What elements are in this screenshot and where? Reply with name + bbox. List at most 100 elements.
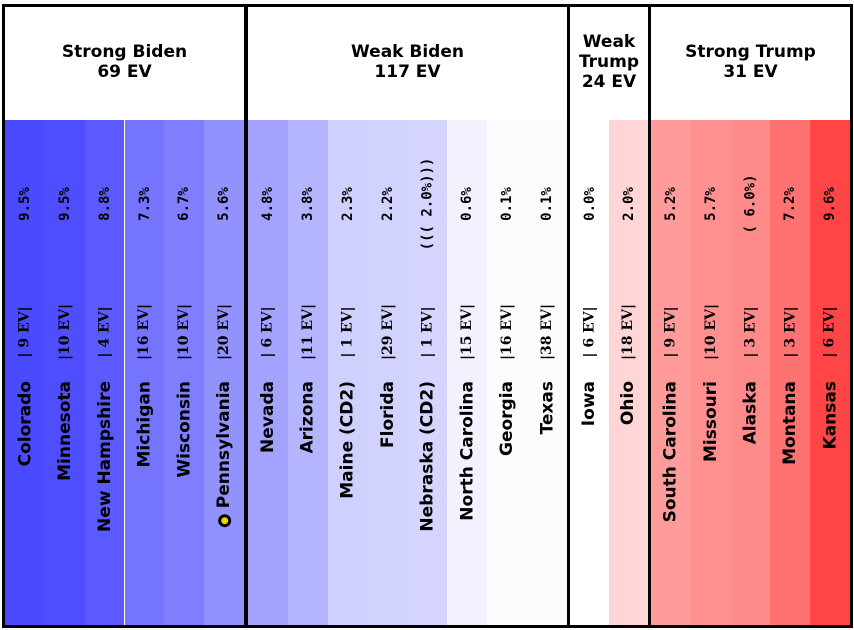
ev-label: | 6 EV|	[259, 306, 276, 358]
state-name-label: Wisconsin	[174, 381, 195, 478]
state-name-label: Georgia	[497, 381, 518, 457]
group-header: Strong Trump 31 EV	[651, 7, 850, 116]
ev-label: | 3 EV|	[742, 306, 759, 358]
ev-label: | 4 EV|	[96, 306, 113, 358]
group-title-line: Trump	[578, 51, 640, 72]
state-name-label: Arizona	[297, 381, 318, 454]
state-column: 5.7% |10 EV| Missouri	[690, 120, 731, 625]
state-column: 0.6% |15 EV| North Carolina	[447, 120, 488, 625]
state-name-label: Minnesota	[54, 381, 75, 481]
state-name-label: Pennsylvania	[214, 381, 235, 528]
state-name-label: Montana	[780, 381, 801, 465]
margin-label: 7.3%	[136, 186, 153, 221]
state-name-label: Texas	[537, 381, 558, 435]
ev-label: | 1 EV|	[339, 306, 356, 358]
ev-label: |15 EV|	[459, 303, 476, 361]
margin-label: 9.5%	[56, 186, 73, 221]
margin-label: 0.1%	[499, 186, 516, 221]
ev-label: |18 EV|	[620, 303, 637, 361]
ev-label: |11 EV|	[299, 303, 316, 361]
ev-label: |10 EV|	[56, 303, 73, 361]
ev-label: |10 EV|	[702, 303, 719, 361]
ev-label: | 9 EV|	[16, 306, 33, 358]
state-column: 9.5% | 9 EV| Colorado	[5, 120, 45, 625]
group-header: Weak Trump 24 EV	[570, 7, 648, 116]
margin-label: 5.7%	[702, 186, 719, 221]
state-column: 6.7% |10 EV| Wisconsin	[164, 120, 205, 625]
state-column: 2.3% | 1 EV| Maine (CD2)	[327, 120, 368, 625]
group-ev-total: 117 EV	[374, 61, 441, 82]
state-column: 0.1% |16 EV| Georgia	[487, 120, 528, 625]
state-column: 9.5% |10 EV| Minnesota	[44, 120, 85, 625]
margin-label: 4.8%	[259, 186, 276, 221]
group-header: Weak Biden 117 EV	[248, 7, 567, 116]
state-column: 5.2% | 9 EV| South Carolina	[651, 120, 691, 625]
group-title: Weak Biden	[351, 41, 464, 62]
state-name-label: New Hampshire	[94, 381, 115, 532]
group-ev-total: 24 EV	[581, 71, 637, 92]
group-ev-total: 69 EV	[97, 61, 152, 82]
state-name-text: Pennsylvania	[214, 381, 235, 509]
margin-label: 9.5%	[16, 186, 33, 221]
state-name-label: Iowa	[579, 381, 600, 427]
state-column: 7.3% |16 EV| Michigan	[124, 120, 165, 625]
state-name-label: Colorado	[14, 381, 35, 467]
state-column: 3.8% |11 EV| Arizona	[287, 120, 328, 625]
group-24-ev: Weak Trump 24 EV 0.0% | 6 EV| Iowa 2.0% |18 EV|…	[567, 4, 651, 628]
margin-label: 8.8%	[96, 186, 113, 221]
group-117-ev: Weak Biden 117 EV 4.8% | 6 EV| Nevada 3.8% |11…	[245, 4, 570, 628]
tipping-point-icon	[217, 514, 231, 528]
margin-label: 2.0%	[620, 186, 637, 221]
margin-label: 9.6%	[822, 186, 839, 221]
ev-label: | 3 EV|	[782, 306, 799, 358]
ev-label: | 6 EV|	[822, 306, 839, 358]
state-name-label: North Carolina	[457, 381, 478, 521]
ev-label: |16 EV|	[136, 303, 153, 361]
state-column: 8.8% | 4 EV| New Hampshire	[84, 120, 125, 625]
margin-label: 5.2%	[662, 186, 679, 221]
group-31-ev: Strong Trump 31 EV 5.2% | 9 EV| South Caroli…	[648, 4, 853, 628]
margin-label: 5.6%	[216, 186, 233, 221]
state-column: 5.6% |20 EV| Pennsylvania	[204, 120, 244, 625]
state-column: 0.0% | 6 EV| Iowa	[570, 120, 609, 625]
ev-label: |29 EV|	[379, 303, 396, 361]
state-column: 2.0% |18 EV| Ohio	[609, 120, 648, 625]
state-column: 9.6% | 6 EV| Kansas	[810, 120, 850, 625]
ev-label: |16 EV|	[499, 303, 516, 361]
ev-label: |10 EV|	[176, 303, 193, 361]
margin-label: 2.3%	[339, 186, 356, 221]
group-header: Strong Biden 69 EV	[5, 7, 244, 116]
state-column: ((( 2.0%))) | 1 EV| Nebraska (CD2)	[407, 120, 448, 625]
ev-label: |20 EV|	[216, 303, 233, 361]
margin-label: 3.8%	[299, 186, 316, 221]
ev-label: | 1 EV|	[419, 306, 436, 358]
state-name-label: Alaska	[740, 381, 761, 445]
group-title-line: Weak	[582, 31, 636, 52]
ev-label: |38 EV|	[539, 303, 556, 361]
state-name-label: South Carolina	[660, 381, 681, 523]
group-69-ev: Strong Biden 69 EV 9.5% | 9 EV| Colorado 9.5%…	[2, 4, 247, 628]
margin-label: ((( 2.0%)))	[419, 157, 436, 250]
state-name-label: Nebraska (CD2)	[417, 381, 438, 532]
state-column: 0.1% |38 EV| Texas	[527, 120, 567, 625]
state-name-label: Maine (CD2)	[337, 381, 358, 499]
state-name-label: Kansas	[820, 381, 841, 450]
state-name-label: Ohio	[618, 381, 639, 426]
margin-label: 0.6%	[459, 186, 476, 221]
margin-label: 2.2%	[379, 186, 396, 221]
state-name-label: Michigan	[134, 381, 155, 468]
group-title: Strong Trump	[685, 41, 816, 62]
margin-label: 0.1%	[539, 186, 556, 221]
group-ev-total: 31 EV	[723, 61, 778, 82]
state-name-label: Nevada	[257, 381, 278, 453]
margin-label: 0.0%	[581, 186, 598, 221]
state-name-label: Missouri	[700, 381, 721, 462]
state-name-label: Florida	[377, 381, 398, 448]
ev-label: | 6 EV|	[581, 306, 598, 358]
group-title: Strong Biden	[61, 41, 188, 62]
state-column: 7.2% | 3 EV| Montana	[770, 120, 811, 625]
margin-label: ( 6.0%)	[742, 173, 759, 234]
state-column: 4.8% | 6 EV| Nevada	[248, 120, 288, 625]
margin-label: 7.2%	[782, 186, 799, 221]
